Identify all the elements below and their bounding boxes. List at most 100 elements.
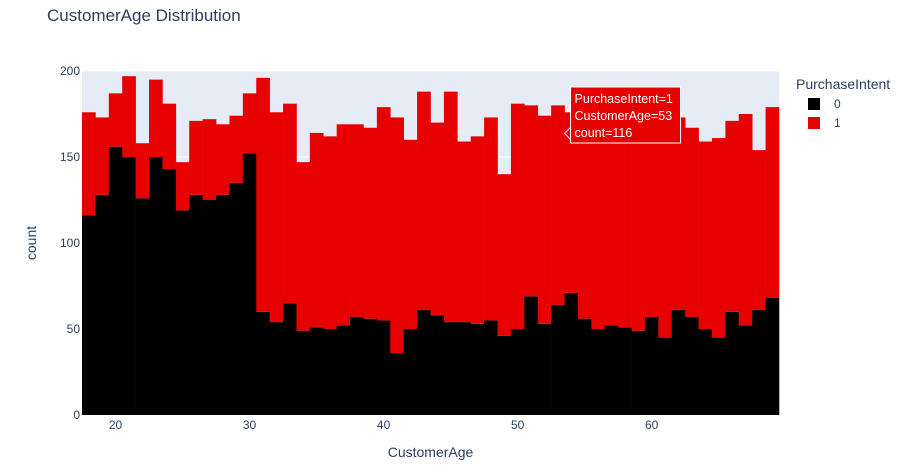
bar-series-1-age-38[interactable]: [350, 124, 364, 317]
bar-series-1-age-52[interactable]: [537, 115, 552, 324]
bar-series-1-age-53[interactable]: [551, 105, 565, 305]
bar-series-1-age-42[interactable]: [403, 139, 418, 329]
bar-series-0-age-61[interactable]: [658, 337, 673, 415]
bar-series-1-age-44[interactable]: [430, 122, 445, 316]
bar-series-0-age-60[interactable]: [644, 316, 659, 415]
bar-series-0-age-52[interactable]: [537, 323, 552, 415]
bar-series-0-age-51[interactable]: [524, 296, 539, 415]
bar-series-0-age-57[interactable]: [604, 325, 619, 415]
bar-series-1-age-24[interactable]: [162, 103, 177, 170]
bar-series-0-age-29[interactable]: [229, 182, 244, 415]
legend-label-1[interactable]: 1: [834, 116, 841, 130]
legend-swatch-1[interactable]: [808, 117, 820, 129]
bar-series-1-age-54[interactable]: [564, 112, 579, 293]
bar-series-1-age-33[interactable]: [283, 103, 297, 304]
bar-series-1-age-55[interactable]: [577, 124, 592, 319]
bar-series-1-age-49[interactable]: [497, 174, 512, 336]
bar-series-0-age-47[interactable]: [470, 323, 485, 415]
bar-series-1-age-28[interactable]: [216, 124, 230, 195]
bar-series-1-age-30[interactable]: [242, 93, 257, 154]
bar-series-0-age-56[interactable]: [591, 329, 606, 415]
bar-series-1-age-25[interactable]: [175, 162, 190, 211]
bar-series-1-age-18[interactable]: [82, 112, 96, 216]
bar-series-0-age-26[interactable]: [189, 194, 203, 415]
bar-series-0-age-45[interactable]: [443, 322, 458, 415]
bar-series-1-age-22[interactable]: [135, 143, 150, 199]
bar-series-1-age-31[interactable]: [256, 77, 270, 312]
bar-series-1-age-57[interactable]: [604, 131, 619, 326]
bar-series-0-age-39[interactable]: [363, 318, 378, 415]
bar-series-1-age-66[interactable]: [725, 120, 740, 312]
bar-series-1-age-67[interactable]: [738, 114, 753, 326]
bar-series-1-age-37[interactable]: [336, 124, 351, 326]
bar-series-1-age-20[interactable]: [108, 93, 123, 147]
bar-series-1-age-60[interactable]: [644, 134, 659, 317]
bar-series-0-age-48[interactable]: [484, 320, 498, 415]
bar-series-1-age-51[interactable]: [524, 105, 539, 297]
bar-series-1-age-46[interactable]: [457, 141, 472, 323]
bar-series-1-age-29[interactable]: [229, 115, 244, 183]
bar-series-1-age-69[interactable]: [765, 107, 780, 299]
bar-series-1-age-26[interactable]: [189, 120, 203, 195]
bar-series-1-age-19[interactable]: [95, 117, 110, 195]
bar-series-0-age-18[interactable]: [82, 215, 96, 415]
legend[interactable]: PurchaseIntent 0 1: [796, 76, 890, 130]
bar-series-0-age-33[interactable]: [283, 303, 297, 415]
bar-series-0-age-37[interactable]: [336, 325, 351, 415]
bar-series-1-age-35[interactable]: [309, 132, 324, 328]
bar-series-1-age-45[interactable]: [443, 91, 458, 323]
bar-series-0-age-46[interactable]: [457, 322, 472, 415]
bar-series-0-age-69[interactable]: [765, 298, 780, 415]
bar-series-1-age-63[interactable]: [685, 127, 699, 317]
legend-label-0[interactable]: 0: [834, 97, 841, 111]
bar-series-1-age-36[interactable]: [323, 136, 337, 329]
bar-series-0-age-54[interactable]: [564, 292, 579, 415]
bar-series-0-age-24[interactable]: [162, 169, 177, 415]
bar-series-0-age-28[interactable]: [216, 194, 230, 415]
bar-series-1-age-27[interactable]: [202, 119, 217, 200]
bar-series-0-age-66[interactable]: [725, 311, 740, 415]
bar-series-1-age-61[interactable]: [658, 126, 673, 338]
bar-series-0-age-63[interactable]: [685, 316, 699, 415]
bar-series-1-age-58[interactable]: [618, 120, 632, 328]
bar-series-0-age-64[interactable]: [698, 329, 713, 415]
bar-series-0-age-49[interactable]: [497, 335, 512, 415]
bar-series-0-age-65[interactable]: [711, 337, 726, 415]
bar-series-1-age-34[interactable]: [296, 162, 311, 331]
bar-series-0-age-59[interactable]: [631, 330, 646, 415]
bar-series-1-age-47[interactable]: [470, 136, 485, 324]
bar-series-0-age-36[interactable]: [323, 329, 337, 415]
bar-series-0-age-40[interactable]: [376, 320, 391, 415]
bar-series-0-age-41[interactable]: [390, 353, 404, 415]
bar-series-1-age-23[interactable]: [149, 79, 163, 157]
bar-series-1-age-43[interactable]: [417, 91, 431, 311]
bar-series-0-age-55[interactable]: [577, 318, 592, 415]
bar-series-1-age-56[interactable]: [591, 126, 606, 329]
bar-series-0-age-31[interactable]: [256, 311, 270, 415]
bars[interactable]: [82, 76, 780, 415]
bar-series-1-age-65[interactable]: [711, 138, 726, 338]
bar-series-1-age-21[interactable]: [122, 76, 136, 157]
bar-series-0-age-22[interactable]: [135, 198, 150, 415]
bar-series-0-age-43[interactable]: [417, 310, 431, 415]
bar-series-0-age-27[interactable]: [202, 200, 217, 415]
bar-series-0-age-19[interactable]: [95, 194, 110, 415]
bar-series-1-age-39[interactable]: [363, 127, 378, 319]
bar-series-1-age-62[interactable]: [671, 117, 686, 311]
bar-series-0-age-62[interactable]: [671, 310, 686, 415]
bar-series-1-age-32[interactable]: [269, 112, 284, 323]
bar-series-0-age-23[interactable]: [149, 157, 163, 415]
bar-series-1-age-41[interactable]: [390, 117, 404, 354]
bar-series-0-age-32[interactable]: [269, 322, 284, 415]
bar-series-1-age-59[interactable]: [631, 131, 646, 331]
bar-series-0-age-38[interactable]: [350, 316, 364, 415]
bar-series-0-age-35[interactable]: [309, 327, 324, 415]
bar-series-1-age-64[interactable]: [698, 141, 713, 329]
bar-series-0-age-58[interactable]: [618, 327, 632, 415]
bar-series-1-age-50[interactable]: [510, 103, 525, 330]
bar-series-0-age-34[interactable]: [296, 330, 311, 415]
bar-series-0-age-68[interactable]: [752, 310, 766, 415]
bar-series-0-age-21[interactable]: [122, 157, 136, 415]
bar-series-1-age-68[interactable]: [752, 150, 766, 311]
bar-series-0-age-50[interactable]: [510, 329, 525, 415]
